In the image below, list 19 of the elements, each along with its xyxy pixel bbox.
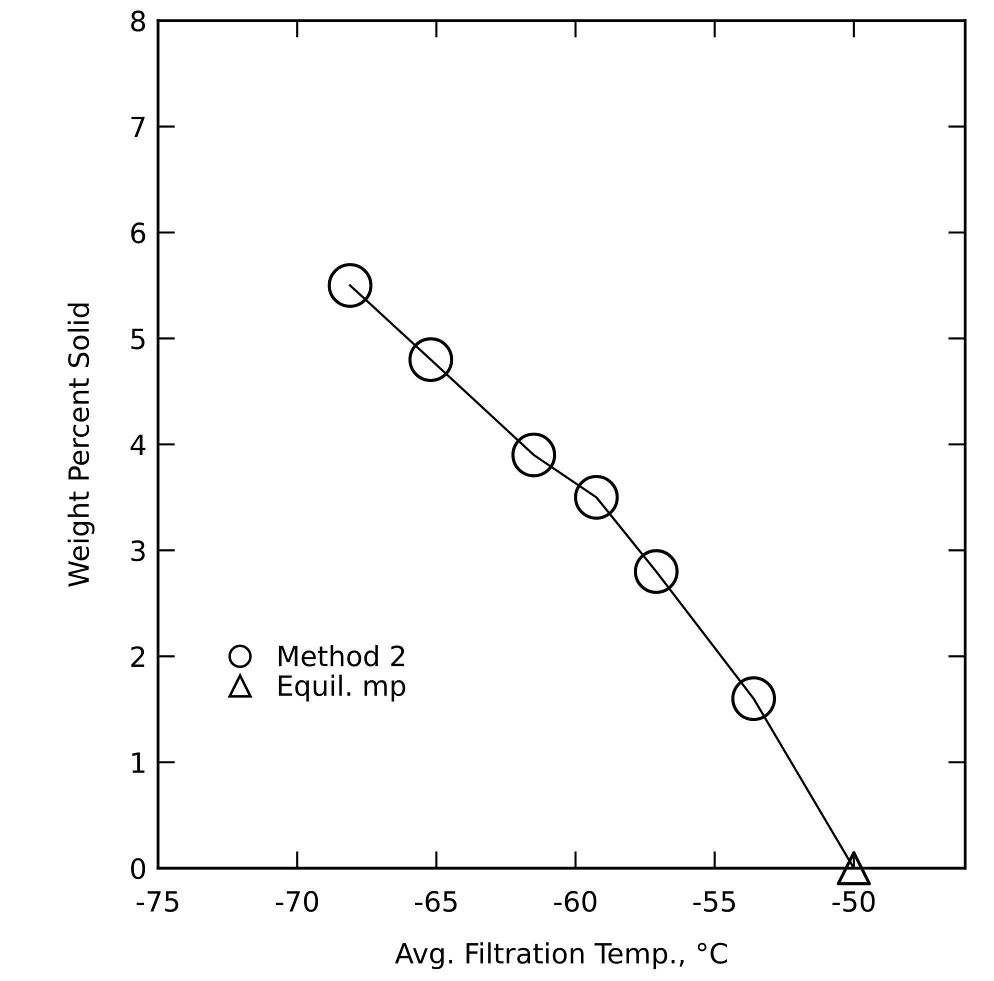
x-tick-label: -70	[276, 890, 318, 912]
x-axis-title: Avg. Filtration Temp., °C	[394, 942, 727, 970]
y-tick-label: 6	[131, 222, 146, 244]
x-tick-label: -65	[415, 890, 457, 912]
x-tick-label: -75	[136, 891, 178, 912]
x-tick-label: -50	[832, 890, 875, 912]
y-tick-label: 7	[132, 116, 145, 138]
y-tick-label: 4	[130, 434, 146, 455]
y-tick-label: 3	[131, 540, 145, 562]
legend-label: Equil. mp	[278, 674, 406, 702]
y-axis-title: Weight Percent Solid	[68, 304, 95, 587]
x-tick-label: -60	[554, 890, 596, 912]
y-tick-label: 1	[132, 752, 144, 773]
legend-label: Method 2	[278, 644, 404, 666]
x-tick-label: -55	[693, 891, 735, 912]
y-tick-label: 5	[131, 328, 145, 350]
y-tick-label: 0	[131, 858, 146, 880]
y-tick-label: 8	[131, 10, 146, 32]
y-tick-label: 2	[131, 646, 144, 667]
